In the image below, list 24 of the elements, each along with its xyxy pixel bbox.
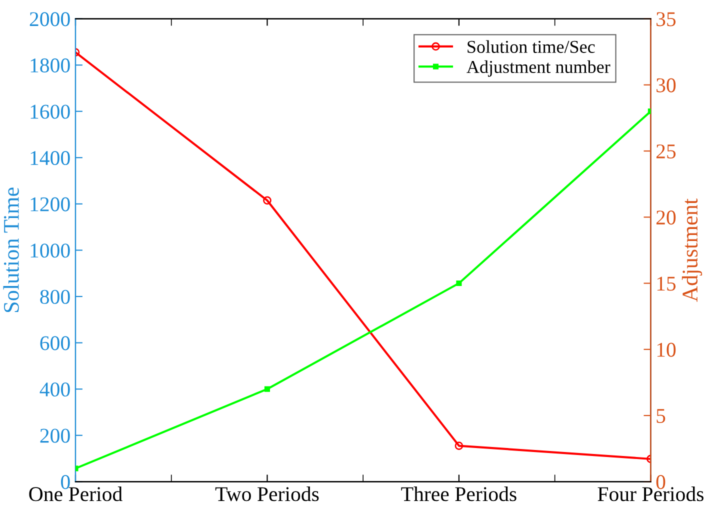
y-tick-label: 800 — [40, 290, 70, 304]
y-tick-label: 1000 — [30, 244, 70, 258]
y-tick-label: 1600 — [30, 104, 70, 119]
y2-axis-title: Adjustment — [682, 198, 702, 302]
y2-tick-label: 10 — [657, 342, 676, 357]
y2-tick-label: 35 — [656, 12, 676, 26]
legend-label: Adjustment number — [466, 60, 610, 77]
y2-tick-label: 30 — [656, 78, 676, 92]
y-tick-label: 2000 — [30, 12, 70, 26]
x-tick-label: Three Periods — [401, 486, 516, 502]
y-tick-label: 1400 — [30, 151, 70, 166]
y-tick-label: 600 — [40, 336, 70, 350]
y-tick-label: 1800 — [30, 58, 70, 72]
y2-tick-label: 25 — [656, 144, 676, 158]
y-tick-label: 200 — [40, 428, 70, 443]
y2-tick-label: 5 — [656, 409, 666, 423]
point — [456, 280, 462, 286]
y2-tick-label: 15 — [657, 276, 676, 291]
y-tick-label: 1200 — [30, 197, 70, 212]
x-tick-label: Two Periods — [215, 486, 319, 502]
legend-label: Solution time/Sec — [468, 40, 595, 53]
y-tick-label: 400 — [40, 382, 70, 397]
y-axis-title: Solution Time — [3, 188, 19, 312]
y2-tick-label: 20 — [656, 210, 676, 225]
